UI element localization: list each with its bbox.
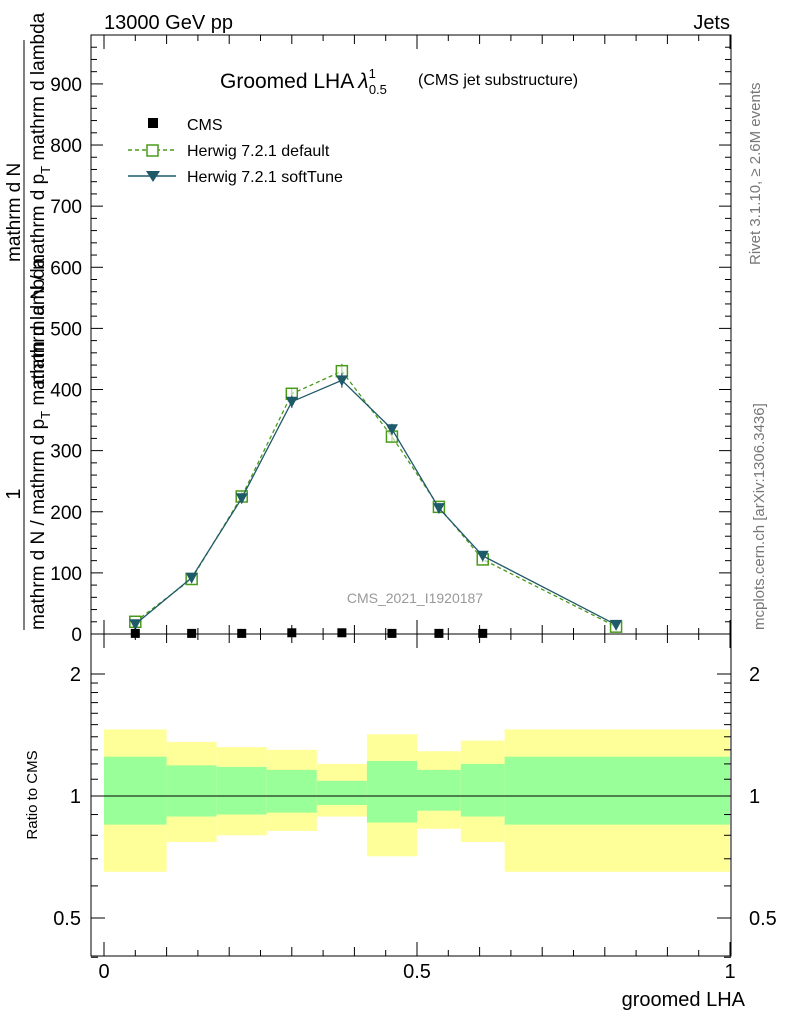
series-softtune-point-0 [129,619,142,631]
series-softtune-point-4 [335,375,348,387]
ratio-plot-area [104,729,730,872]
ratio-band-inner-1 [166,765,217,817]
ratio-band-inner-7 [460,763,505,817]
ratio-band-inner-8 [504,756,730,825]
ylabel-numerator-rest: mathrm d N / mathrm d pT mathrm d lambda [28,12,53,385]
ratio-frame [90,633,732,957]
legend-softtune-marker [146,171,160,182]
main-ytick-label-8: 800 [50,136,82,157]
main-ytick-label-7: 700 [50,197,82,218]
series-softtune-point-5 [385,424,398,436]
header-process-label: Jets [693,12,730,34]
main-ytick-label-9: 900 [50,75,82,96]
legend-cms-label: CMS [187,117,223,134]
xaxis-label: groomed LHA [622,989,746,1011]
legend-default-label: Herwig 7.2.1 default [187,143,330,160]
main-ytick-label-4: 400 [50,381,82,402]
ylabel-fraction-top: 1 [3,488,25,499]
ratio-band-inner-6 [417,769,461,811]
cms-point-1 [187,628,197,638]
main-ytick-label-1: 100 [50,564,82,585]
cms-point-7 [478,628,488,638]
cms-point-5 [387,628,397,638]
series-softtune-point-6 [432,503,445,515]
series-softtune-point-1 [185,572,198,584]
ratio-ytick-label-left-0: 0.5 [53,908,81,930]
main-ytick-label-5: 500 [50,319,82,340]
ylabel-numerator: mathrm d N [4,163,25,262]
ratio-ytick-label-right-0: 0.5 [749,908,777,930]
series-softtune-point-7 [476,550,489,562]
ratio-ytick-label-left-1: 1 [70,786,81,808]
legend-softtune-label: Herwig 7.2.1 softTune [187,169,343,186]
ratio-ytick-label-right-2: 2 [749,664,760,686]
ratio-ytick-label-right-1: 1 [749,786,760,808]
main-ytick-label-3: 300 [50,442,82,463]
ratio-axes: 0.5 0.5 1 1 2 2 0 0.5 1 [53,633,777,983]
series-softtune-point-8 [610,619,623,631]
ratio-ylabel: Ratio to CMS [24,750,41,839]
legend: CMS Herwig 7.2.1 default Herwig 7.2.1 so… [128,117,343,186]
plot-subtitle: (CMS jet substructure) [418,72,578,89]
mcplots-credit-label: mcplots.cern.ch [arXiv:1306.3436] [751,403,768,630]
ratio-xtick-label-2: 1 [724,961,735,983]
rivet-version-label: Rivet 3.1.10, ≥ 2.6M events [747,83,764,266]
ratio-xtick-label-0: 0 [98,961,109,983]
header-energy-label: 13000 GeV pp [104,12,233,34]
main-ytick-label-6: 600 [50,258,82,279]
ratio-band-inner-2 [216,766,267,815]
ratio-xtick-label-1: 0.5 [403,961,431,983]
series-default-line [134,370,617,628]
series-softtune-point-2 [235,493,248,505]
legend-default-marker [146,144,159,157]
ratio-band-inner-0 [104,756,167,825]
main-series-layer [129,363,623,638]
analysis-watermark: CMS_2021_I1920187 [347,590,483,606]
cms-point-2 [237,628,247,638]
cms-point-4 [337,628,347,638]
ratio-ytick-label-left-2: 2 [70,664,81,686]
ratio-band-inner-5 [366,761,417,823]
ratio-band-inner-4 [316,780,367,806]
legend-cms-marker [148,118,158,128]
plot-title: Groomed LHA λ1 0.5 [220,66,387,97]
cms-point-6 [434,628,444,638]
main-ylabel: 1 mathrm d N / mathrm d pT mathrm d lamb… [3,12,53,630]
main-ytick-label-0: 0 [71,625,82,646]
ylabel-denominator: mathrm d N / mathrm d pT mathrm d lambda [28,257,53,630]
series-softtune-point-3 [285,396,298,408]
series-softtune-line [134,379,617,626]
ratio-band-inner-3 [266,769,317,813]
main-ytick-label-2: 200 [50,503,82,524]
